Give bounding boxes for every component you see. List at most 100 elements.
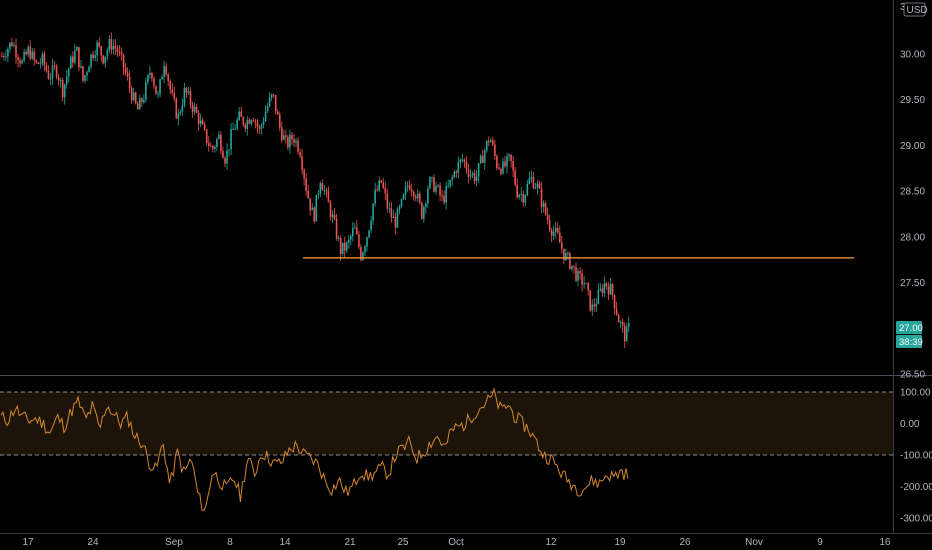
candle-body <box>165 66 167 75</box>
candle-body <box>118 51 121 53</box>
candle-body <box>108 39 111 51</box>
candle-body <box>299 151 301 157</box>
candle-body <box>3 55 5 57</box>
candle-body <box>33 51 36 61</box>
candle-body <box>238 111 240 120</box>
time-tick-label: 26 <box>679 537 691 548</box>
indicator-band <box>0 392 893 455</box>
candle-body <box>433 177 435 192</box>
candle-body <box>7 48 9 57</box>
candle-body <box>356 227 358 235</box>
candle-body <box>134 92 137 104</box>
candle-body <box>274 95 277 112</box>
candle-body <box>502 161 504 174</box>
candle-body <box>5 56 7 58</box>
candle-body <box>469 174 472 177</box>
indicator-tick-label: 0.00 <box>900 419 920 430</box>
candle-body <box>498 167 500 169</box>
candle-body <box>266 105 269 112</box>
candle-body <box>583 283 585 285</box>
candle-body <box>114 46 117 49</box>
indicator-series-line <box>0 387 629 512</box>
candle-body <box>506 156 508 167</box>
candle-body <box>264 111 267 122</box>
candle-body <box>465 161 468 170</box>
candle-body <box>569 253 571 269</box>
candle-body <box>552 231 555 236</box>
candle-body <box>96 42 98 56</box>
time-tick-label: 12 <box>545 537 557 548</box>
candle-body <box>487 140 490 143</box>
candle-body <box>220 134 222 152</box>
candle-body <box>246 120 249 129</box>
candle-body <box>216 138 218 147</box>
price-tick-label: 27.50 <box>900 278 925 289</box>
candle-body <box>27 46 29 55</box>
time-axis[interactable]: 17 24 Sep 8 14 21 25 Oct 12 19 26 Nov 9 16 <box>22 537 891 548</box>
candle-body <box>72 56 74 63</box>
indicator-axis[interactable]: 100.00 0.00 -100.00 -200.00 -300.00 <box>900 388 932 525</box>
candle-body <box>414 196 417 199</box>
candle-body <box>305 178 307 191</box>
candle-body <box>617 314 620 323</box>
time-tick-label: 16 <box>879 537 891 548</box>
candle-body <box>234 128 236 130</box>
time-tick-label: Sep <box>165 537 183 548</box>
candle-body <box>627 323 630 327</box>
candle-body <box>35 60 38 63</box>
candle-body <box>130 88 133 101</box>
candle-body <box>540 188 543 207</box>
candle-body <box>248 120 251 124</box>
candle-body <box>412 191 415 197</box>
candle-body <box>187 91 190 93</box>
candle-body <box>126 72 129 77</box>
candle-body <box>441 195 443 197</box>
candle-body <box>307 190 309 199</box>
indicator-pane[interactable] <box>0 387 893 512</box>
candle-body <box>207 143 210 146</box>
candle-body <box>214 146 216 149</box>
candle-body <box>374 189 376 204</box>
candle-body <box>423 206 425 219</box>
candle-body <box>556 227 559 233</box>
candle-body <box>410 189 413 192</box>
candle-body <box>250 120 253 124</box>
price-axis[interactable]: 30.00 29.50 29.00 28.50 28.00 27.50 26.50 3 USD 2… <box>896 2 928 381</box>
candle-body <box>199 120 202 124</box>
candle-body <box>61 79 64 98</box>
candle-body <box>244 124 247 129</box>
candle-body <box>372 203 374 221</box>
candle-body <box>183 87 186 106</box>
countdown-badge <box>896 335 922 348</box>
candle-body <box>149 72 151 76</box>
candle-body <box>289 134 291 148</box>
candle-body <box>74 50 76 63</box>
candle-body <box>230 129 232 150</box>
candle-body <box>317 193 320 195</box>
candle-body <box>29 46 32 59</box>
last-price-label: 27.00 <box>899 323 923 334</box>
indicator-tick-label: 100.00 <box>900 388 931 399</box>
candle-body <box>185 87 188 93</box>
last-price-badge <box>896 321 922 334</box>
candle-body <box>554 227 557 232</box>
candle-body <box>110 39 113 50</box>
candle-body <box>522 193 525 203</box>
price-tick-label: 3 <box>900 2 906 13</box>
candle-body <box>514 170 516 185</box>
candle-body <box>575 267 577 281</box>
candle-body <box>421 202 423 219</box>
candle-body <box>394 217 397 228</box>
candle-body <box>548 220 551 230</box>
indicator-tick-label: -300.00 <box>900 514 932 525</box>
candle-body <box>191 104 194 112</box>
candle-body <box>563 248 565 260</box>
candle-body <box>321 183 324 191</box>
time-tick-label: 17 <box>22 537 34 548</box>
time-tick-label: 19 <box>614 537 626 548</box>
price-pane[interactable] <box>1 32 854 348</box>
candle-body <box>364 246 366 253</box>
candle-body <box>595 303 598 307</box>
candle-body <box>565 253 567 260</box>
